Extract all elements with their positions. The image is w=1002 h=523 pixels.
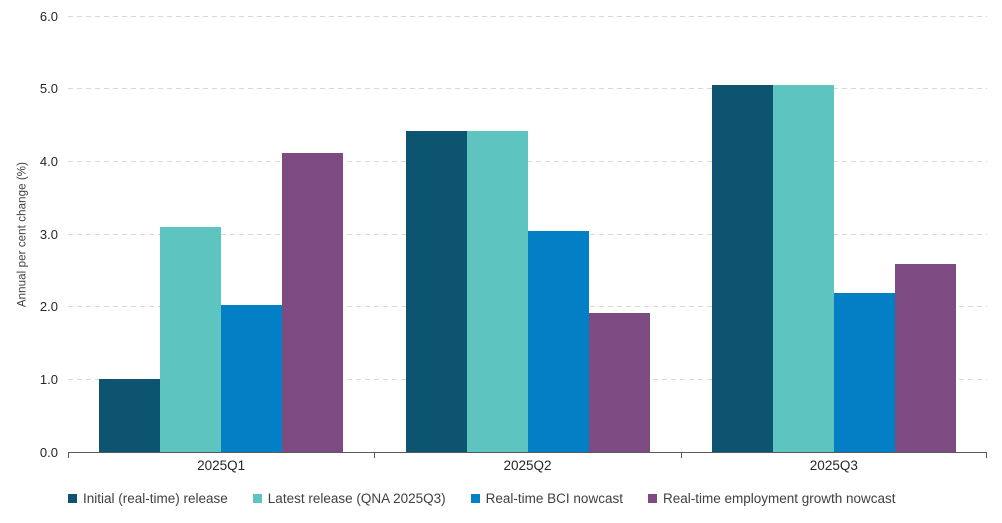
bar <box>711 85 773 452</box>
y-tick-label: 4.0 <box>39 153 58 169</box>
bar <box>282 153 344 452</box>
x-category-label: 2025Q3 <box>809 458 858 473</box>
x-category-label: 2025Q1 <box>197 458 246 473</box>
x-axis-tick-mark <box>68 453 69 458</box>
y-axis-tick-labels: 0.0 1.0 2.0 3.0 4.0 5.0 6.0 <box>0 0 58 523</box>
legend: Initial (real-time) release Latest releas… <box>68 487 896 509</box>
bar <box>527 231 589 452</box>
legend-label: Latest release (QNA 2025Q3) <box>267 490 446 506</box>
legend-item: Real-time employment growth nowcast <box>647 490 896 506</box>
legend-item: Latest release (QNA 2025Q3) <box>252 490 446 506</box>
legend-label: Real-time employment growth nowcast <box>662 490 896 506</box>
legend-swatch-icon <box>647 493 657 503</box>
y-tick-label: 3.0 <box>39 226 58 242</box>
legend-item: Real-time BCI nowcast <box>470 490 623 506</box>
legend-swatch-icon <box>470 493 480 503</box>
bar <box>221 305 283 452</box>
bar <box>405 130 467 452</box>
bar <box>833 292 895 452</box>
legend-label: Initial (real-time) release <box>83 490 228 506</box>
bar <box>588 313 650 452</box>
gridline <box>68 15 987 17</box>
legend-swatch-icon <box>68 493 77 503</box>
bar <box>772 85 834 452</box>
legend-item: Initial (real-time) release <box>68 491 228 506</box>
x-axis-tick-mark <box>374 453 376 458</box>
gridline <box>68 88 987 90</box>
y-tick-label: 0.0 <box>39 444 58 460</box>
y-tick-label: 1.0 <box>39 371 58 387</box>
y-tick-label: 2.0 <box>39 299 58 315</box>
legend-swatch-icon <box>252 493 262 503</box>
x-axis-category-labels: 2025Q1 2025Q2 2025Q3 <box>68 457 987 475</box>
x-category-label: 2025Q2 <box>503 458 552 473</box>
plot-area <box>68 15 987 458</box>
gridline <box>68 160 987 162</box>
x-axis-tick-mark <box>680 453 682 458</box>
bar <box>160 226 222 452</box>
bar <box>99 379 161 452</box>
y-tick-label: 5.0 <box>39 81 58 97</box>
y-tick-label: 6.0 <box>39 8 58 24</box>
bar <box>466 130 528 452</box>
x-axis-tick-mark <box>986 453 987 458</box>
bar <box>894 263 956 452</box>
legend-label: Real-time BCI nowcast <box>485 490 623 506</box>
